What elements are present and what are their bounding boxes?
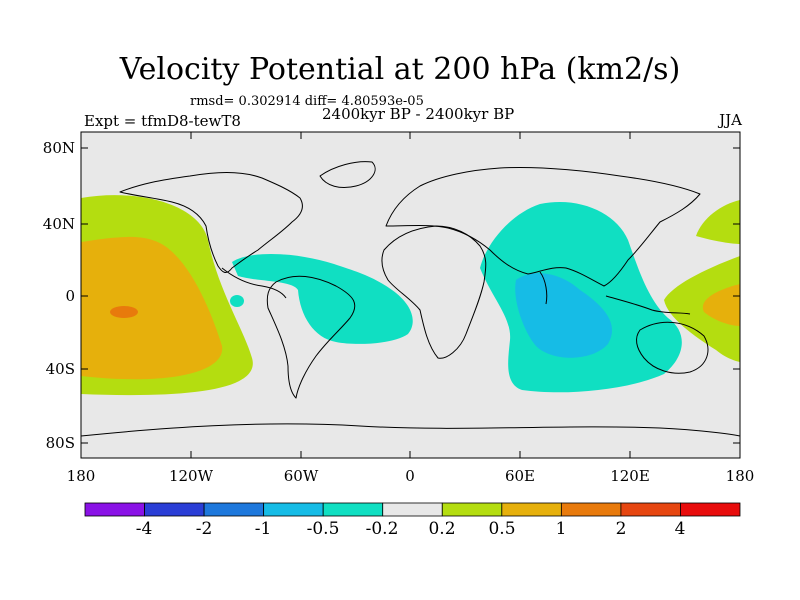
colorbar-swatch: [144, 502, 205, 517]
coastlines: [81, 161, 740, 437]
axis-ticks: [80, 132, 741, 458]
map-plot-area: [81, 132, 740, 458]
lon-label-180e: 180: [726, 467, 755, 485]
colorbar-swatch: [560, 502, 622, 517]
season-label: JJA: [719, 111, 742, 129]
colorbar-label: 4: [675, 519, 686, 539]
map-title: Velocity Potential at 200 hPa (km2/s): [119, 52, 681, 87]
colorbar-labels: -4 -2 -1 -0.5 -0.2 0.2 0.5 1 2 4: [136, 519, 686, 539]
positive-region-0.2-west: [664, 256, 740, 362]
colorbar-label: 2: [616, 519, 627, 539]
negative-region-0.5-indian: [515, 273, 613, 358]
colorbar-label: 0.5: [488, 519, 515, 539]
period-label: 2400kyr BP - 2400kyr BP: [322, 105, 515, 123]
south-america-coast: [266, 275, 356, 399]
north-america-coast: [119, 172, 303, 273]
colorbar-label: -2: [196, 519, 213, 539]
lat-label-40s: 40S: [46, 360, 75, 378]
lon-label-120w: 120W: [169, 467, 214, 485]
experiment-label: Expt = tfmD8-tewT8: [84, 112, 241, 130]
colorbar-swatch: [322, 502, 384, 517]
colorbar-label: -4: [136, 519, 153, 539]
lon-label-120e: 120E: [610, 467, 650, 485]
negative-region-0.2-small: [230, 295, 244, 307]
eurasia-coast: [385, 166, 701, 287]
africa-coast: [381, 225, 487, 359]
colorbar-swatch: [501, 502, 562, 517]
colorbar-swatch: [84, 502, 145, 517]
lon-label-60w: 60W: [284, 467, 319, 485]
positive-region-1: [110, 306, 138, 318]
lon-label-60e: 60E: [505, 467, 535, 485]
colorbar-swatch: [263, 502, 324, 517]
lon-label-0: 0: [405, 467, 415, 485]
colorbar-swatch: [441, 502, 503, 517]
lat-label-40n: 40N: [43, 215, 75, 233]
colorbar: [84, 502, 741, 517]
lat-label-80s: 80S: [46, 434, 75, 452]
colorbar-label: 0.2: [428, 519, 455, 539]
positive-region-0.2-north: [696, 200, 740, 244]
positive-region-0.5-west: [702, 284, 740, 326]
positive-region-0.5: [81, 236, 223, 380]
india-coast: [539, 271, 548, 305]
lat-label-80n: 80N: [43, 139, 75, 157]
central-america-coast: [221, 267, 287, 299]
colorbar-swatch: [203, 502, 265, 517]
colorbar-swatch: [680, 502, 741, 517]
colorbar-label: -0.2: [366, 519, 399, 539]
greenland-coast: [319, 161, 376, 189]
lon-label-180w: 180: [67, 467, 96, 485]
stats-text: rmsd= 0.302914 diff= 4.80593e-05: [190, 94, 424, 109]
lat-label-0: 0: [65, 287, 75, 305]
colorbar-swatch: [382, 502, 443, 517]
australia-coast: [636, 321, 709, 374]
colorbar-label: -0.5: [307, 519, 340, 539]
antarctica-coast: [81, 423, 740, 437]
colorbar-swatch: [620, 502, 681, 517]
indonesia-coast: [605, 295, 691, 315]
colorbar-label: -1: [255, 519, 272, 539]
colorbar-label: 1: [556, 519, 567, 539]
negative-region-0.2-atlantic: [232, 253, 413, 344]
